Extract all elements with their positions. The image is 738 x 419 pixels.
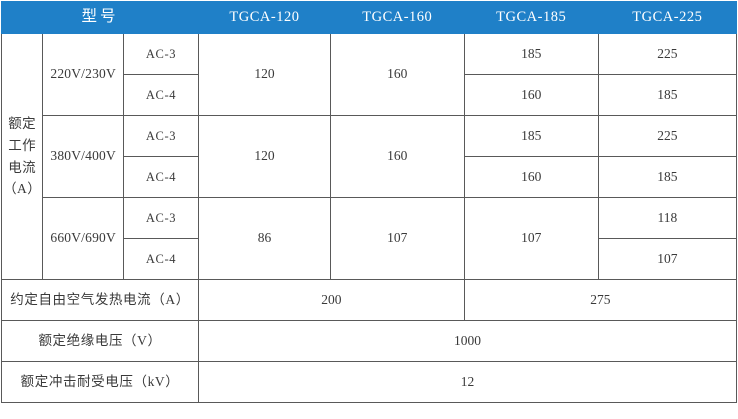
utilization-220v-ac3: AC-3 [122, 33, 200, 75]
utilization-380v-ac3: AC-3 [122, 115, 200, 157]
table-row-220v-ac3: 额定 工作 电流 （A） 220V/230V AC-3 120 160 185 … [0, 33, 738, 280]
value-220v-ac3-tgca185: 185 [463, 33, 599, 75]
value-380v-tgca120: 120 [198, 115, 331, 198]
table-row-380v-ac3: 380V/400V AC-3 120 160 185 225 [2, 115, 738, 198]
voltage-label-220v: 220V/230V [42, 33, 124, 116]
rated-current-label-line-1: 额定 [8, 115, 37, 131]
rated-current-label-line-2: 工作 [8, 137, 37, 153]
value-660v-tgca120: 86 [198, 197, 331, 280]
voltage-label-660v: 660V/690V [42, 197, 124, 280]
specification-table: 型号 TGCA-120 TGCA-160 TGCA-185 TGCA-225 额… [0, 1, 738, 403]
value-rated-impulse-withstand-voltage: 12 [198, 361, 737, 403]
value-220v-ac4-tgca185: 160 [463, 74, 599, 116]
table-row-impulse-voltage: 额定冲击耐受电压（kV） 12 [0, 361, 737, 403]
value-660v-tgca160: 107 [329, 197, 465, 280]
value-220v-tgca160: 160 [329, 33, 465, 116]
value-380v-tgca160: 160 [329, 115, 465, 198]
value-660v-tgca185: 107 [463, 197, 599, 280]
rated-current-label-line-4: （A） [3, 181, 42, 197]
value-380v-ac3-tgca185: 185 [463, 115, 599, 157]
value-220v-ac3-tgca225: 225 [597, 33, 738, 75]
value-660v-ac4-tgca225: 107 [597, 238, 738, 280]
value-380v-ac4-tgca225: 185 [597, 156, 738, 198]
table-row-thermal-current: 约定自由空气发热电流（A） 200 275 [0, 279, 738, 321]
voltage-label-380v: 380V/400V [42, 115, 124, 198]
table-row-660v-ac4: AC-4 107 [2, 238, 738, 280]
rated-operational-current-label: 额定 工作 电流 （A） [0, 33, 44, 280]
utilization-660v-ac3: AC-3 [122, 197, 200, 239]
value-660v-ac3-tgca225: 118 [597, 197, 738, 239]
rated-current-label-line-3: 电流 [8, 159, 37, 175]
value-rated-insulation-voltage: 1000 [198, 320, 737, 362]
value-thermal-current-right: 275 [463, 279, 738, 321]
value-380v-ac4-tgca185: 160 [463, 156, 599, 198]
table-row-insulation-voltage: 额定绝缘电压（V） 1000 [0, 320, 737, 362]
value-220v-tgca120: 120 [198, 33, 331, 116]
label-rated-impulse-withstand-voltage: 额定冲击耐受电压（kV） [0, 361, 200, 403]
value-380v-ac3-tgca225: 225 [597, 115, 738, 157]
value-thermal-current-left: 200 [198, 279, 465, 321]
label-conventional-thermal-current: 约定自由空气发热电流（A） [0, 279, 200, 321]
utilization-660v-ac4: AC-4 [122, 238, 200, 280]
header-model-tgca-120: TGCA-120 [198, 1, 331, 34]
utilization-380v-ac4: AC-4 [122, 156, 200, 198]
utilization-220v-ac4: AC-4 [122, 74, 200, 116]
header-model-label: 型号 [0, 1, 200, 34]
table-row-220v-ac4: AC-4 160 185 [2, 74, 738, 116]
value-220v-ac4-tgca225: 185 [597, 74, 738, 116]
table-row-660v-ac3: 660V/690V AC-3 86 107 107 118 [2, 197, 738, 280]
header-model-tgca-160: TGCA-160 [329, 1, 465, 34]
label-rated-insulation-voltage: 额定绝缘电压（V） [0, 320, 200, 362]
table-row-380v-ac4: AC-4 160 185 [2, 156, 738, 198]
table-header-row: 型号 TGCA-120 TGCA-160 TGCA-185 TGCA-225 [0, 1, 738, 34]
header-model-tgca-185: TGCA-185 [463, 1, 599, 34]
header-model-tgca-225: TGCA-225 [597, 1, 738, 34]
